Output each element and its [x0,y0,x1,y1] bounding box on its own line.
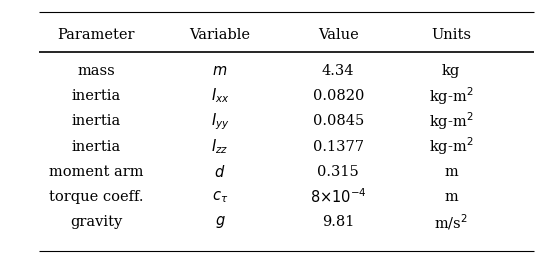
Text: 0.1377: 0.1377 [313,140,364,154]
Text: m/s$^2$: m/s$^2$ [434,213,468,232]
Text: $d$: $d$ [214,164,225,180]
Text: gravity: gravity [70,215,122,229]
Text: torque coeff.: torque coeff. [49,190,144,204]
Text: m: m [444,165,458,179]
Text: Units: Units [431,28,471,42]
Text: $I_{yy}$: $I_{yy}$ [211,111,229,132]
Text: mass: mass [78,64,115,78]
Text: Variable: Variable [190,28,250,42]
Text: kg-m$^2$: kg-m$^2$ [428,110,474,132]
Text: Value: Value [318,28,359,42]
Text: inertia: inertia [72,114,121,128]
Text: m: m [444,190,458,204]
Text: kg-m$^2$: kg-m$^2$ [428,85,474,107]
Text: Parameter: Parameter [58,28,135,42]
Text: kg: kg [442,64,460,78]
Text: 0.0820: 0.0820 [312,89,364,103]
Text: moment arm: moment arm [49,165,144,179]
Text: 0.315: 0.315 [317,165,359,179]
Text: 0.0845: 0.0845 [312,114,364,128]
Text: $I_{xx}$: $I_{xx}$ [211,87,229,105]
Text: $g$: $g$ [214,214,225,230]
Text: 9.81: 9.81 [322,215,354,229]
Text: kg-m$^2$: kg-m$^2$ [428,136,474,157]
Text: 4.34: 4.34 [322,64,355,78]
Text: inertia: inertia [72,140,121,154]
Text: $8{\times}10^{-4}$: $8{\times}10^{-4}$ [310,188,367,206]
Text: $c_{\tau}$: $c_{\tau}$ [212,189,228,205]
Text: $m$: $m$ [212,64,228,78]
Text: $I_{zz}$: $I_{zz}$ [211,137,229,156]
Text: inertia: inertia [72,89,121,103]
